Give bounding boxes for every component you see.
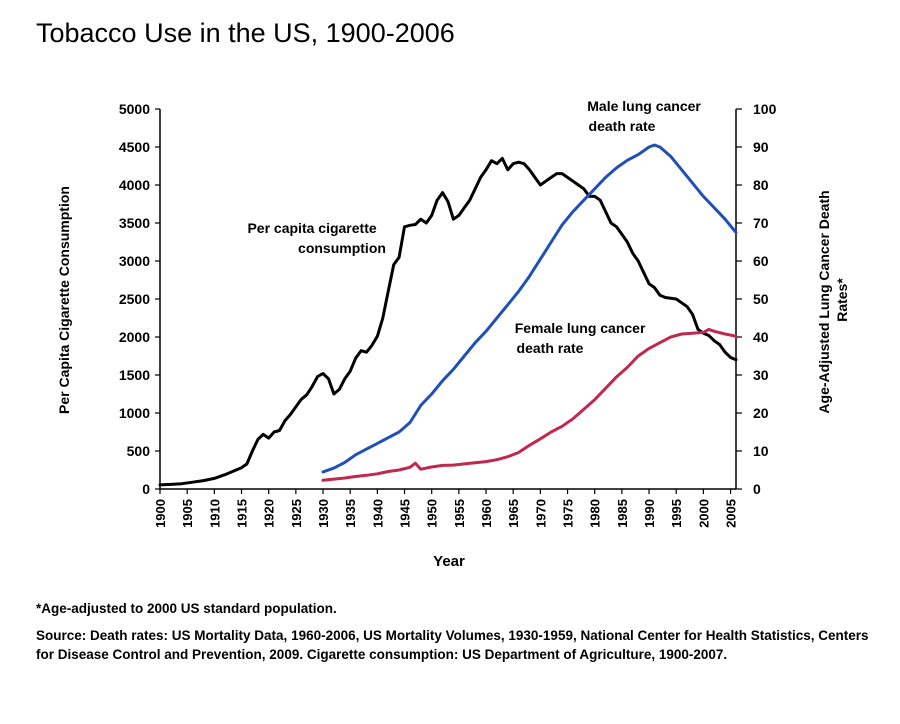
series-label-female: Female lung cancer death rate (515, 320, 650, 356)
y-tick-label: 4500 (119, 139, 150, 155)
y-axis-left: 0 500 1000 1500 2000 2500 3000 3500 4000 4500 5000 (119, 101, 161, 497)
y-tick-label: 2500 (119, 291, 150, 307)
y2-tick-label: 80 (753, 177, 769, 193)
page-title: Tobacco Use in the US, 1900-2006 (36, 18, 455, 48)
series-group (158, 143, 738, 487)
series-label-male-line-2: death rate (589, 118, 656, 134)
x-tick-label: 1945 (398, 499, 413, 528)
x-tick-group: 1900 1905 1910 1915 1920 1925 1930 1935 1940 1945… (153, 489, 739, 528)
y-tick-group: 0 500 1000 1500 2000 2500 3000 3500 4000 4500 5000 (119, 101, 160, 497)
y-axis-right: 0 10 20 30 40 50 60 70 80 90 100 (735, 101, 777, 497)
x-tick-label: 2005 (724, 499, 739, 528)
series-label-consumption-line-1: Per capita cigarette (247, 220, 376, 236)
x-tick-label: 1985 (615, 499, 630, 528)
y2-tick-label: 70 (753, 215, 769, 231)
series-label-female-line-1: Female lung cancer (515, 320, 646, 336)
x-tick-label: 1905 (180, 499, 195, 528)
x-tick-label: 1990 (642, 499, 657, 528)
source-note: Source: Death rates: US Mortality Data, … (36, 628, 869, 662)
x-tick-label: 1960 (479, 499, 494, 528)
x-axis: 1900 1905 1910 1915 1920 1925 1930 1935 1940 1945… (153, 488, 739, 528)
y2-tick-label: 100 (753, 101, 777, 117)
male-death-rate-line (321, 143, 738, 474)
series-label-male-line-1: Male lung cancer (587, 98, 701, 114)
y-axis-right-label-line-2: Rates* (834, 278, 850, 322)
consumption-line (158, 156, 738, 487)
y-tick-label: 1000 (119, 405, 150, 421)
x-tick-label: 1935 (343, 499, 358, 528)
x-tick-label: 1915 (235, 499, 250, 528)
x-tick-label: 1920 (262, 499, 277, 528)
x-tick-label: 1975 (561, 499, 576, 528)
tobacco-line-chart: 1900 1905 1910 1915 1920 1925 1930 1935 1940 1945… (56, 98, 850, 570)
y-axis-right-label-line-1: Age-Adjusted Lung Cancer Death (816, 190, 832, 413)
y2-tick-label: 50 (753, 291, 769, 307)
y2-tick-label: 30 (753, 367, 769, 383)
footnote: *Age-adjusted to 2000 US standard popula… (36, 601, 337, 616)
x-tick-label: 1930 (316, 499, 331, 528)
series-label-consumption-line-2: consumption (298, 240, 386, 256)
y-tick-label: 500 (127, 443, 151, 459)
x-tick-label: 1995 (669, 499, 684, 528)
x-tick-label: 1900 (153, 499, 168, 528)
y-tick-label: 3500 (119, 215, 150, 231)
y-tick-label: 1500 (119, 367, 150, 383)
y2-tick-label: 90 (753, 139, 769, 155)
y-tick-label: 5000 (119, 101, 150, 117)
series-label-male: Male lung cancer death rate (587, 98, 704, 134)
x-tick-label: 1940 (370, 499, 385, 528)
y2-tick-label: 0 (753, 481, 761, 497)
y2-tick-label: 20 (753, 405, 769, 421)
x-tick-label: 1965 (506, 499, 521, 528)
y-axis-right-label: Age-Adjusted Lung Cancer Death Rates* (816, 186, 850, 413)
x-tick-label: 2000 (696, 499, 711, 528)
y-tick-label: 0 (142, 481, 150, 497)
series-label-female-line-2: death rate (517, 340, 584, 356)
x-tick-label: 1970 (533, 499, 548, 528)
x-axis-label: Year (433, 553, 465, 570)
x-tick-label: 1950 (425, 499, 440, 528)
x-tick-label: 1980 (588, 499, 603, 528)
x-tick-label: 1955 (452, 499, 467, 528)
y2-tick-label: 40 (753, 329, 769, 345)
y2-tick-label: 60 (753, 253, 769, 269)
y-tick-label: 2000 (119, 329, 150, 345)
x-tick-label: 1925 (289, 499, 304, 528)
y-tick-label: 4000 (119, 177, 150, 193)
female-death-rate-line (321, 327, 738, 482)
y2-tick-label: 10 (753, 443, 769, 459)
series-label-consumption: Per capita cigarette consumption (247, 220, 385, 256)
y-axis-left-label: Per Capita Cigarette Consumption (56, 186, 72, 414)
y2-tick-group: 0 10 20 30 40 50 60 70 80 90 100 (736, 101, 777, 497)
x-tick-label: 1910 (207, 499, 222, 528)
y-tick-label: 3000 (119, 253, 150, 269)
